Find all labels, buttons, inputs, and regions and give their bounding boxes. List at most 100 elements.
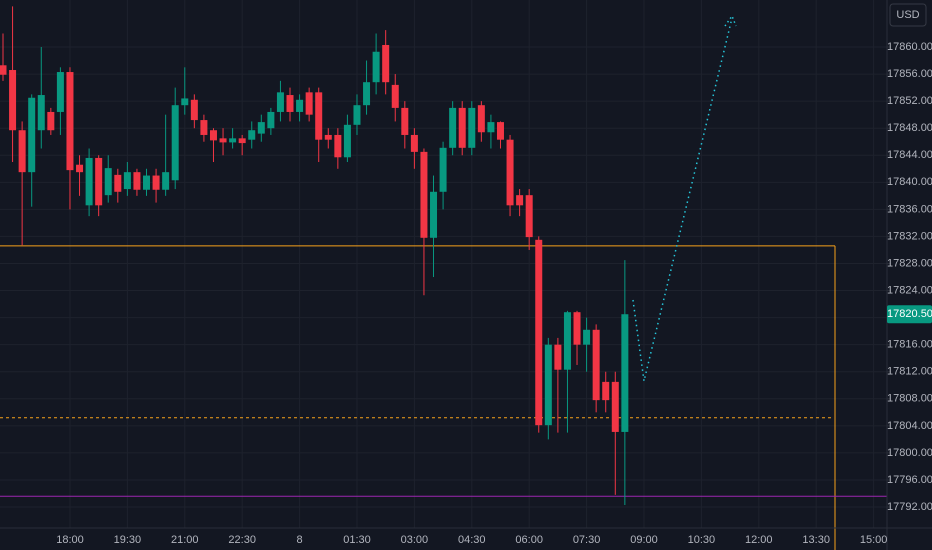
y-tick-label: 17836.00	[887, 203, 932, 215]
candle-body	[401, 107, 409, 135]
candle-body	[602, 381, 610, 401]
candle-body	[238, 138, 246, 144]
candle-body	[257, 122, 265, 134]
candle-body	[66, 72, 74, 171]
candle-body	[363, 82, 371, 106]
candle-body	[535, 239, 543, 426]
candle-body	[372, 51, 380, 83]
x-tick-label: 15:00	[860, 534, 888, 546]
candle-body	[143, 175, 151, 190]
currency-label: USD	[896, 9, 919, 21]
y-tick-label: 17804.00	[887, 420, 932, 432]
y-tick-label: 17856.00	[887, 68, 932, 80]
x-tick-label: 12:00	[745, 534, 773, 546]
candle-body	[104, 168, 112, 196]
y-tick-label: 17800.00	[887, 447, 932, 459]
candle-body	[18, 130, 26, 173]
candle-body	[209, 130, 217, 141]
y-tick-label: 17860.00	[887, 41, 932, 53]
y-tick-label: 17832.00	[887, 230, 932, 242]
y-tick-label: 17840.00	[887, 176, 932, 188]
candle-body	[410, 134, 418, 152]
x-tick-label: 21:00	[171, 534, 199, 546]
projection-path	[632, 17, 733, 382]
y-tick-label: 17796.00	[887, 474, 932, 486]
candles	[0, 6, 629, 505]
candle-body	[296, 99, 304, 112]
candle-body	[563, 312, 571, 370]
candle-body	[123, 172, 131, 190]
y-tick-label: 17844.00	[887, 149, 932, 161]
x-tick-label: 07:30	[573, 534, 601, 546]
candle-body	[315, 92, 323, 140]
y-tick-label: 17792.00	[887, 501, 932, 513]
y-tick-label: 17824.00	[887, 284, 932, 296]
candle-body	[95, 157, 103, 206]
x-tick-label: 13:30	[802, 534, 830, 546]
candle-body	[468, 107, 476, 148]
candle-body	[229, 138, 237, 143]
candle-body	[583, 329, 591, 345]
candle-body	[267, 111, 275, 129]
candle-body	[592, 329, 600, 401]
y-tick-label: 17812.00	[887, 366, 932, 378]
candle-body	[516, 195, 524, 206]
candle-body	[171, 105, 179, 181]
candle-body	[305, 92, 313, 115]
candle-body	[286, 95, 294, 112]
last-price-label: 17820.50	[887, 308, 932, 320]
y-tick-label: 17848.00	[887, 122, 932, 134]
candle-body	[544, 344, 552, 426]
y-tick-label: 17852.00	[887, 95, 932, 107]
candle-body	[477, 105, 485, 133]
candle-body	[56, 72, 64, 112]
last-price-box	[887, 305, 932, 324]
candle-body	[190, 99, 198, 121]
y-tick-label: 17808.00	[887, 393, 932, 405]
candle-body	[496, 122, 504, 140]
candle-body	[114, 174, 122, 192]
candle-body	[382, 44, 390, 83]
x-tick-label: 22:30	[228, 534, 256, 546]
candle-body	[324, 134, 332, 140]
candle-body	[430, 191, 438, 238]
projection-arrow	[724, 14, 737, 27]
candle-body	[420, 151, 428, 238]
candle-body	[353, 105, 361, 125]
x-tick-label: 10:30	[688, 534, 716, 546]
candle-body	[162, 172, 170, 190]
candle-body	[219, 138, 227, 143]
candle-body	[611, 381, 619, 432]
axes: 17792.00 17796.00 17800.00 17804.00 17808.00…	[56, 41, 932, 546]
x-tick-label: 18:00	[56, 534, 84, 546]
drawings	[0, 245, 887, 550]
candle-body	[9, 70, 17, 131]
x-tick-label: 19:30	[114, 534, 142, 546]
candle-body	[200, 120, 208, 135]
candle-body	[391, 84, 399, 108]
y-tick-label: 17816.00	[887, 339, 932, 351]
candle-body	[554, 344, 562, 370]
candle-body	[133, 172, 141, 190]
x-tick-label: 06:00	[515, 534, 543, 546]
candle-body	[573, 312, 581, 345]
candle-body	[76, 164, 84, 173]
candle-body	[0, 65, 7, 75]
x-tick-label: 01:30	[343, 534, 371, 546]
candle-body	[458, 107, 466, 148]
candle-body	[28, 97, 36, 173]
candle-body	[525, 195, 533, 238]
x-tick-label: 8	[297, 534, 303, 546]
candle-body	[334, 134, 342, 158]
currency-box[interactable]	[889, 3, 927, 27]
candle-body	[449, 107, 457, 148]
x-tick-label: 09:00	[630, 534, 658, 546]
y-tick-label: 17828.00	[887, 257, 932, 269]
candle-body	[621, 314, 629, 432]
candle-body	[152, 175, 160, 190]
candle-body	[37, 95, 45, 131]
candle-body	[47, 111, 55, 131]
